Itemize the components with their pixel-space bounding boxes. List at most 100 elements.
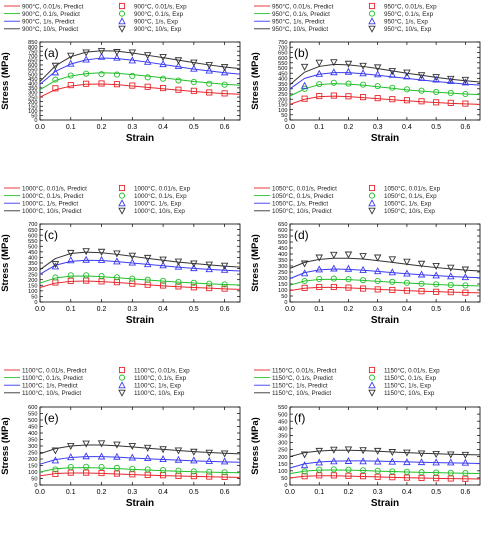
data-point xyxy=(330,92,337,99)
y-tick-label: 150 xyxy=(28,104,37,110)
data-point xyxy=(51,447,60,455)
data-point xyxy=(403,258,411,266)
x-axis-label: Strain xyxy=(371,315,399,326)
y-tick-label: 650 xyxy=(278,51,287,57)
data-point xyxy=(52,470,59,478)
x-tick-label: 0.0 xyxy=(285,124,295,131)
panel-label: (b) xyxy=(294,46,309,60)
data-point xyxy=(51,262,60,270)
data-point xyxy=(144,466,151,473)
data-point xyxy=(128,442,137,450)
y-tick-label: 550 xyxy=(28,412,37,418)
data-point xyxy=(301,95,308,102)
legend-label: 900°C, 10/s, Predict xyxy=(22,25,78,33)
y-tick-label: 700 xyxy=(28,222,37,228)
data-point xyxy=(51,261,60,269)
data-point xyxy=(403,72,411,80)
data-point xyxy=(447,89,454,97)
data-point xyxy=(344,251,353,259)
data-point xyxy=(83,272,90,279)
x-tick-label: 0.3 xyxy=(373,489,383,496)
y-tick-label: 250 xyxy=(278,270,287,276)
y-tick-label: 100 xyxy=(278,108,287,114)
legend-label: 1150°C, 0.01/s, Exp xyxy=(384,366,440,374)
x-tick-label: 0.5 xyxy=(431,124,441,131)
data-point xyxy=(373,267,382,275)
data-point xyxy=(190,448,198,456)
y-tick-label: 200 xyxy=(278,276,287,282)
data-point xyxy=(67,82,74,89)
data-point xyxy=(159,256,167,264)
data-point xyxy=(221,81,228,88)
y-tick-label: 400 xyxy=(278,426,287,432)
legend-marker-swatch xyxy=(368,199,376,207)
data-point xyxy=(388,449,397,457)
y-tick-label: 100 xyxy=(28,470,37,476)
legend-label: 1050°C, 1/s, Predict xyxy=(272,200,328,208)
data-point xyxy=(113,464,120,471)
data-point xyxy=(97,48,106,56)
data-point xyxy=(433,88,440,95)
y-tick-label: 250 xyxy=(278,448,287,454)
panel-label: (a) xyxy=(44,46,59,60)
legend-marker-swatch xyxy=(118,381,126,389)
data-point xyxy=(160,282,167,289)
x-tick-label: 0.6 xyxy=(220,489,230,496)
y-tick-label: 400 xyxy=(28,81,37,87)
y-axis-label: Stress (MPa) xyxy=(250,234,261,292)
data-point xyxy=(315,265,323,273)
y-tick-label: 600 xyxy=(28,233,37,239)
x-tick-label: 0.2 xyxy=(97,306,107,313)
data-point xyxy=(330,283,337,291)
legend-label: 1150°C, 1/s, Exp xyxy=(384,382,431,390)
x-tick-label: 0.5 xyxy=(431,489,441,496)
data-point xyxy=(461,451,470,459)
data-point xyxy=(221,90,228,97)
y-tick-label: 750 xyxy=(28,49,37,55)
y-tick-label: 600 xyxy=(278,56,287,62)
data-point xyxy=(373,64,382,72)
y-tick-label: 50 xyxy=(31,295,37,301)
y-tick-label: 200 xyxy=(28,278,37,284)
data-point xyxy=(160,85,167,92)
legend-label: 1100°C, 0.01/s, Predict xyxy=(22,366,87,374)
x-tick-label: 0.1 xyxy=(314,306,324,313)
data-point xyxy=(461,266,470,274)
data-point xyxy=(418,98,425,105)
data-point xyxy=(143,52,152,60)
y-tick-label: 450 xyxy=(28,425,37,431)
data-point xyxy=(143,454,152,462)
series-line xyxy=(289,268,481,280)
data-point xyxy=(330,275,337,282)
data-point xyxy=(316,93,323,100)
y-tick-label: 350 xyxy=(278,258,287,264)
data-point xyxy=(432,75,440,83)
data-point xyxy=(220,64,229,72)
legend-label: 1150°C, 10/s, Predict xyxy=(272,389,331,397)
legend-marker-swatch xyxy=(368,389,376,397)
data-point xyxy=(220,262,229,270)
data-point xyxy=(374,95,381,102)
y-tick-label: 150 xyxy=(278,103,287,109)
data-point xyxy=(373,447,382,455)
legend-label: 950°C, 1/s, Exp xyxy=(384,18,428,26)
y-tick-label: 650 xyxy=(278,222,287,228)
legend-marker-swatch xyxy=(368,192,376,199)
data-point xyxy=(447,272,455,280)
x-tick-label: 0.0 xyxy=(35,124,45,131)
legend-label: 1100°C, 1/s, Predict xyxy=(22,382,78,390)
legend-marker-swatch xyxy=(118,199,126,207)
data-point xyxy=(83,70,90,77)
data-point xyxy=(360,277,367,284)
legend-marker-swatch xyxy=(118,184,126,192)
y-tick-label: 850 xyxy=(28,40,37,46)
data-point xyxy=(374,473,381,480)
data-point xyxy=(316,275,323,283)
data-point xyxy=(389,286,396,294)
data-point xyxy=(447,77,455,85)
data-point xyxy=(403,69,411,77)
data-point xyxy=(403,474,410,481)
data-point xyxy=(403,458,411,466)
